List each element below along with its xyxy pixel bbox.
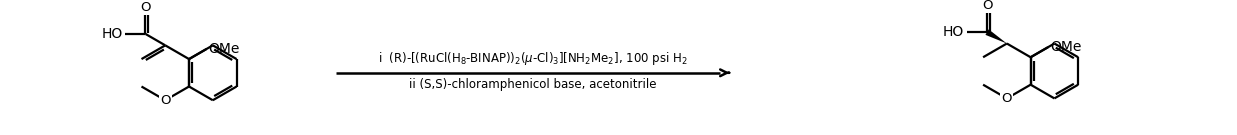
Text: HO: HO (101, 27, 122, 41)
Text: ii (S,S)-chloramphenicol base, acetonitrile: ii (S,S)-chloramphenicol base, acetonitr… (409, 78, 657, 91)
Text: O: O (160, 94, 171, 107)
Text: OMe: OMe (1050, 40, 1081, 54)
Text: i  (R)-[(RuCl(H$_8$-BINAP))$_2$($\mu$-Cl)$_3$][NH$_2$Me$_2$], 100 psi H$_2$: i (R)-[(RuCl(H$_8$-BINAP))$_2$($\mu$-Cl)… (379, 50, 688, 67)
Text: O: O (140, 1, 151, 14)
Text: O: O (982, 0, 992, 12)
Text: OMe: OMe (208, 42, 240, 56)
Text: HO: HO (943, 25, 964, 39)
Text: O: O (1002, 92, 1012, 105)
Polygon shape (986, 29, 1007, 43)
